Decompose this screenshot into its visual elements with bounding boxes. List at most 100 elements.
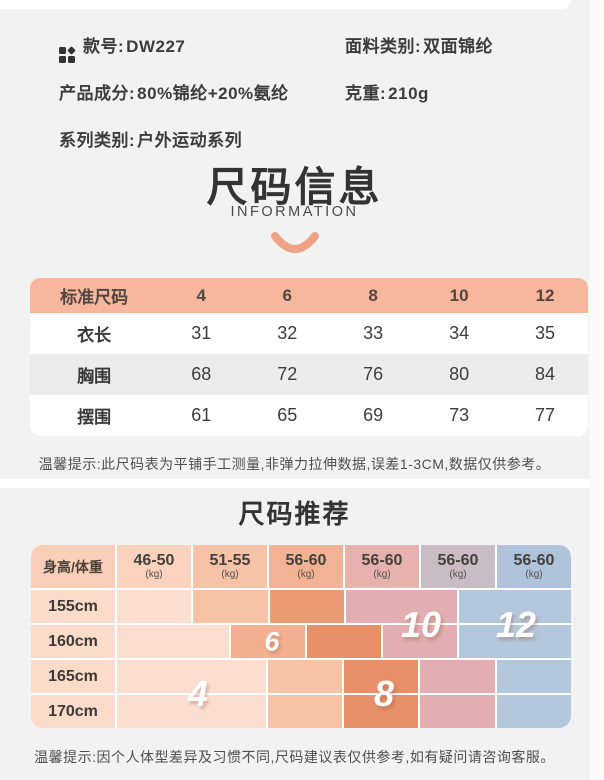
field-value: 户外运动系列 [137, 131, 243, 150]
size-band-block [496, 695, 571, 728]
weight-unit: (kg) [449, 568, 467, 580]
size-band-block [117, 625, 229, 658]
size-table-row-chest: 胸围 68 72 76 80 84 [30, 354, 588, 395]
size-band-block [117, 695, 266, 728]
row-label: 摆围 [77, 408, 112, 427]
weight-col-header: 56-60 (kg) [269, 545, 343, 588]
height-label: 170cm [31, 695, 115, 728]
weight-col-header: 56-60 (kg) [345, 545, 419, 588]
weight-unit: (kg) [525, 568, 543, 580]
row-label: 胸围 [77, 367, 112, 386]
weight-unit: (kg) [145, 568, 163, 580]
size-band-block [459, 590, 571, 623]
size-table-header-cell: 标准尺码 [60, 288, 129, 307]
top-card-edge [0, 0, 571, 9]
weight-range: 46-50 [133, 551, 175, 569]
weight-unit: (kg) [373, 568, 391, 580]
size-band-block [117, 590, 192, 623]
size-table-row-hem: 摆围 61 65 69 73 77 [30, 395, 588, 436]
size-number-6: 6 [264, 626, 280, 657]
field-label: 款号: [83, 37, 125, 56]
field-label: 面料类别: [345, 37, 422, 56]
size-band-block [269, 590, 344, 623]
field-value: 210g [388, 84, 429, 103]
size-number-4: 4 [187, 673, 209, 714]
height-label: 155cm [31, 590, 115, 623]
recommend-blocks [117, 625, 571, 658]
size-table-row-length: 衣长 31 32 33 34 35 [30, 313, 588, 354]
field-value: 80%锦纶+20%氨纶 [137, 84, 289, 103]
field-value: 双面锦纶 [423, 37, 494, 56]
field-label: 产品成分: [59, 84, 136, 103]
size-info-title: 尺码信息 [206, 164, 383, 210]
fabric-type-field: 面料类别: 双面锦纶 [345, 32, 493, 57]
recommend-blocks [117, 590, 571, 623]
section-divider [0, 479, 589, 488]
size-table-header-cell: 4 [196, 285, 207, 305]
weight-unit: (kg) [297, 568, 315, 580]
composition-field: 产品成分: 80%锦纶+20%氨纶 [59, 79, 289, 104]
cell-value: 33 [363, 323, 384, 343]
grid-squares-icon [59, 46, 76, 63]
weight-col-header: 56-60 (kg) [421, 545, 495, 588]
recommend-blocks [117, 695, 571, 728]
recommend-row-155: 155cm [31, 590, 571, 623]
product-model-field: 款号: DW227 [59, 32, 185, 63]
size-table-header-row: 标准尺码 4 6 8 10 12 [30, 278, 588, 313]
size-table-note: 温馨提示:此尺码表为平铺手工测量,非弹力拉伸数据,误差1-3CM,数据仅供参考。 [38, 456, 551, 472]
size-band-block [117, 660, 266, 693]
recommend-note: 温馨提示:因个人体型差异及习惯不同,尺码建议表仅供参考,如有疑问请咨询客服。 [34, 749, 555, 765]
cell-value: 76 [363, 364, 384, 384]
cell-value: 35 [535, 323, 556, 343]
size-recommend-title: 尺码推荐 [238, 499, 351, 529]
weight-col-header: 51-55 (kg) [193, 545, 267, 588]
cell-value: 73 [449, 405, 470, 425]
weight-range: 56-60 [361, 551, 403, 569]
field-label: 克重: [345, 84, 387, 103]
field-label: 系列类别: [59, 131, 136, 150]
cell-value: 34 [449, 323, 470, 343]
recommend-blocks [117, 660, 571, 693]
recommend-row-160: 160cm [31, 625, 571, 658]
weight-range: 51-55 [209, 551, 251, 569]
field-value: DW227 [126, 37, 186, 56]
weight-col-header: 56-60 (kg) [497, 545, 571, 588]
cell-value: 77 [535, 405, 556, 425]
size-band-block [496, 660, 571, 693]
cell-value: 32 [277, 323, 298, 343]
cell-value: 68 [191, 364, 212, 384]
recommend-row-170: 170cm [31, 695, 571, 728]
size-number-10: 10 [400, 604, 442, 645]
cell-value: 31 [191, 323, 212, 343]
size-band-block [267, 660, 342, 693]
size-recommend-table: 身高/体重 46-50 (kg) 51-55 (kg) 56-60 (kg) 5… [31, 545, 571, 728]
cell-value: 69 [363, 405, 384, 425]
size-band-block [193, 590, 268, 623]
row-label: 衣长 [77, 326, 112, 345]
cell-value: 72 [277, 364, 298, 384]
size-number-8: 8 [373, 673, 395, 714]
size-info-subtitle: INFORMATION [230, 204, 359, 220]
size-band-block [420, 660, 495, 693]
size-band-block [383, 625, 458, 658]
recommend-row-165: 165cm [31, 660, 571, 693]
page-right-strip [589, 0, 604, 780]
weight-range: 56-60 [285, 551, 327, 569]
size-table-header-cell: 10 [449, 285, 469, 305]
size-band-block [345, 590, 458, 623]
series-field: 系列类别: 户外运动系列 [59, 126, 242, 151]
cell-value: 65 [277, 405, 298, 425]
weight-range: 56-60 [437, 551, 479, 569]
size-band-block [306, 625, 382, 658]
weight-col-header: 46-50 (kg) [117, 545, 191, 588]
size-band-block [230, 625, 305, 658]
size-number-12: 12 [495, 604, 537, 645]
height-label: 165cm [31, 660, 115, 693]
size-table-header-cell: 8 [368, 285, 378, 305]
size-band-block [267, 695, 342, 728]
weight-range: 56-60 [513, 551, 555, 569]
weight-field: 克重: 210g [345, 79, 429, 104]
smile-arc-icon [0, 230, 589, 263]
size-band-block [420, 695, 495, 728]
size-table: 标准尺码 4 6 8 10 12 衣长 31 32 33 34 35 胸围 68… [30, 278, 588, 436]
